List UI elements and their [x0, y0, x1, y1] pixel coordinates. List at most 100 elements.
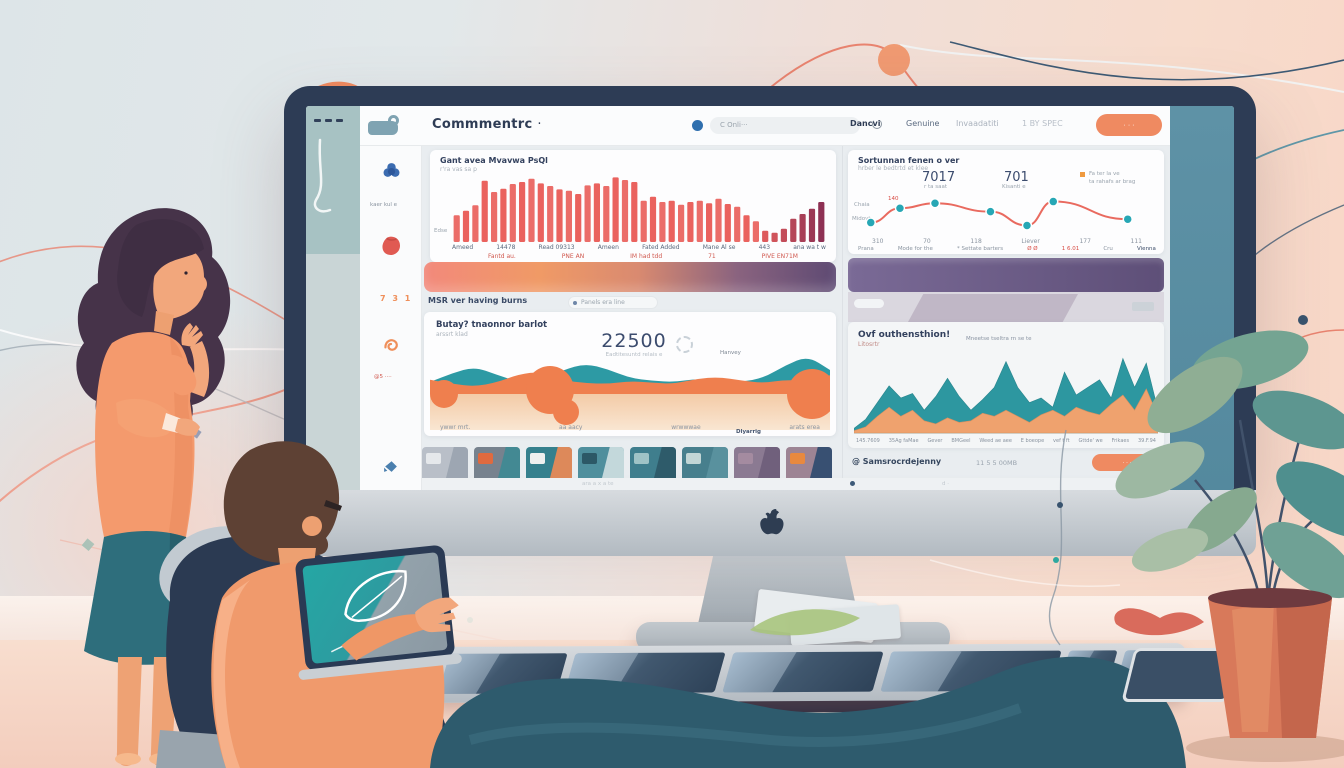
- tick-label: IM had tdd: [630, 253, 663, 260]
- metric-value-a: 7017: [922, 170, 956, 185]
- tick-label: Prana: [858, 246, 874, 252]
- card-subtitle: arssrt klad: [436, 331, 468, 338]
- tick-label: Liever: [1021, 238, 1040, 245]
- tick-label: 39.F.94: [1137, 438, 1156, 444]
- bar-chart: [453, 177, 825, 242]
- card-title: Sortunnan fenen o ver: [858, 156, 960, 165]
- progress-row-label: MSR ver having burns: [428, 296, 528, 305]
- sketch-line-decoration: [313, 138, 332, 213]
- tick-label: Mode for the: [897, 246, 933, 252]
- tick-label: Ameen: [597, 244, 619, 251]
- purple-banner[interactable]: [848, 258, 1164, 292]
- tick-label: Gttde' we: [1078, 438, 1103, 444]
- tick-label: wrwwwae: [671, 424, 701, 431]
- legend-label: Fa ter la ve: [1089, 171, 1120, 177]
- nav-item-active[interactable]: Dancvi: [850, 119, 881, 128]
- tick-label: 443: [758, 244, 771, 251]
- tick-label: 177: [1079, 238, 1091, 245]
- search-input[interactable]: C Onli···: [710, 117, 860, 134]
- metric-caption-a: r ta saat: [924, 184, 948, 190]
- app-logo-icon[interactable]: [368, 115, 404, 135]
- tick-label: 310: [872, 238, 884, 245]
- tick-label: Frikaes: [1111, 438, 1130, 444]
- primary-action-button[interactable]: · · ·: [1096, 114, 1162, 136]
- window-control-dash[interactable]: [325, 119, 332, 122]
- area-chart-card: Butay? tnaonnor barlot arssrt klad 22500…: [424, 312, 836, 436]
- tick-label: 35Ag faMae: [888, 438, 919, 444]
- card-title: Gant avea Mvavwa PsQl: [440, 156, 548, 165]
- line-chart: [865, 196, 1133, 231]
- legend-label: ta rahafs ar brag: [1089, 179, 1136, 185]
- line-chart-ticks: 310 70 118 Liever 177 111: [872, 238, 1142, 245]
- legend-swatch: [1080, 172, 1085, 177]
- right-rail-panel: [1170, 106, 1234, 490]
- orange-scribble-icon[interactable]: [381, 334, 401, 358]
- tick-label: PNE AN: [561, 253, 585, 260]
- mountain-chart-card: Ovf outhensthion! Litosrtr Mneetse tselt…: [848, 322, 1164, 448]
- mountain-area-chart: [854, 357, 1158, 434]
- tick-label: Vienna: [1137, 246, 1156, 252]
- tick-label: Ameed: [452, 244, 474, 251]
- leaf-sketch-icon: [330, 569, 407, 653]
- window-control-dash[interactable]: [336, 119, 343, 122]
- tab-active[interactable]: [908, 294, 1078, 322]
- footer-text: ara a x a te: [582, 481, 614, 487]
- tick-label: E boeope: [1020, 438, 1045, 444]
- axis-label: Edse: [434, 228, 448, 234]
- card-subtitle: Litosrtr: [858, 341, 880, 348]
- tick-label: BMGeel: [951, 438, 971, 444]
- mountain-chart-ticks: 145.7609 35Ag faMae Gever BMGeel Weed ae aee…: [856, 438, 1156, 444]
- keyboard: [429, 643, 1187, 703]
- screen-footer-bar: ara a x a te d ·: [422, 478, 1170, 490]
- gradient-banner[interactable]: [424, 262, 836, 292]
- tick-label: 111: [1130, 238, 1142, 245]
- screen-bottom-row: @ Samsrocrdejenny 11 5 5 00MB · · ·: [848, 452, 1164, 478]
- footer-dot-icon[interactable]: [850, 481, 855, 486]
- side-label: Hanvey: [720, 350, 741, 356]
- tab-strip: [848, 292, 1164, 322]
- nav-item[interactable]: Invaadatiti: [956, 119, 999, 128]
- window-control-dash[interactable]: [314, 119, 321, 122]
- tick-label: * Settate barters: [956, 246, 1004, 252]
- app-title: Commmentrc ·: [432, 117, 542, 132]
- tick-label: Fated Added: [642, 244, 680, 251]
- blob-area-chart: [430, 358, 830, 425]
- area-chart-ticks: ywwr mrt. aa aacy wrwwwae arats erea: [440, 424, 820, 431]
- user-handle[interactable]: @ Samsrocrdejenny: [852, 457, 942, 466]
- column-divider: [842, 146, 843, 490]
- flower-icon[interactable]: [383, 162, 400, 183]
- card-note: Mneetse tseltra rn se te: [966, 336, 1032, 342]
- metric-value-b: 701: [1004, 170, 1029, 185]
- bottom-action-button[interactable]: · · ·: [1092, 454, 1162, 471]
- metric-caption-b: Kisanti e: [1002, 184, 1026, 190]
- red-blob-icon[interactable]: [380, 234, 402, 262]
- sidebar-numbers[interactable]: 7 3 1: [380, 294, 413, 303]
- apple-logo-icon: [760, 509, 784, 535]
- corner-label: Dlyarrig: [736, 429, 761, 435]
- tick-label: Mane Al se: [702, 244, 736, 251]
- nav-item[interactable]: 1 BY SPEC: [1022, 119, 1063, 128]
- tick-label: 70: [923, 238, 931, 245]
- sidebar-label: kaer kul e: [370, 202, 398, 208]
- avatar[interactable]: [692, 120, 703, 131]
- tick-label: Read 09313: [538, 244, 575, 251]
- tab-mini-button[interactable]: [1132, 302, 1154, 311]
- sidebar-small-label: @5 ····: [374, 374, 392, 380]
- bar-chart-card: Gant avea Mvavwa PsQl r'ra vas sa p Edse…: [430, 150, 836, 262]
- tick-label: 145.7609: [856, 438, 880, 444]
- tick-label: PIVE EN71M: [761, 253, 798, 260]
- tick-label: 1 6.01: [1061, 246, 1080, 252]
- tick-label: vef t ft: [1053, 438, 1070, 444]
- tick-label: aa aacy: [559, 424, 583, 431]
- tick-label: Fantd au.: [488, 253, 516, 260]
- diamond-icon[interactable]: [382, 458, 399, 479]
- filter-pill-input[interactable]: Panels era line: [568, 296, 658, 309]
- nav-item[interactable]: Genuine: [906, 119, 940, 128]
- tick-label: ywwr mrt.: [440, 424, 471, 431]
- card-title: Ovf outhensthion!: [858, 330, 951, 340]
- card-subtitle: hrber le bedtrtd et klee: [858, 165, 929, 172]
- tab-pill[interactable]: [854, 299, 884, 308]
- meta-text: 11 5 5 00MB: [976, 459, 1018, 467]
- bar-chart-subticks: Fantd au. PNE AN IM had tdd 71 PIVE EN71M: [488, 253, 798, 260]
